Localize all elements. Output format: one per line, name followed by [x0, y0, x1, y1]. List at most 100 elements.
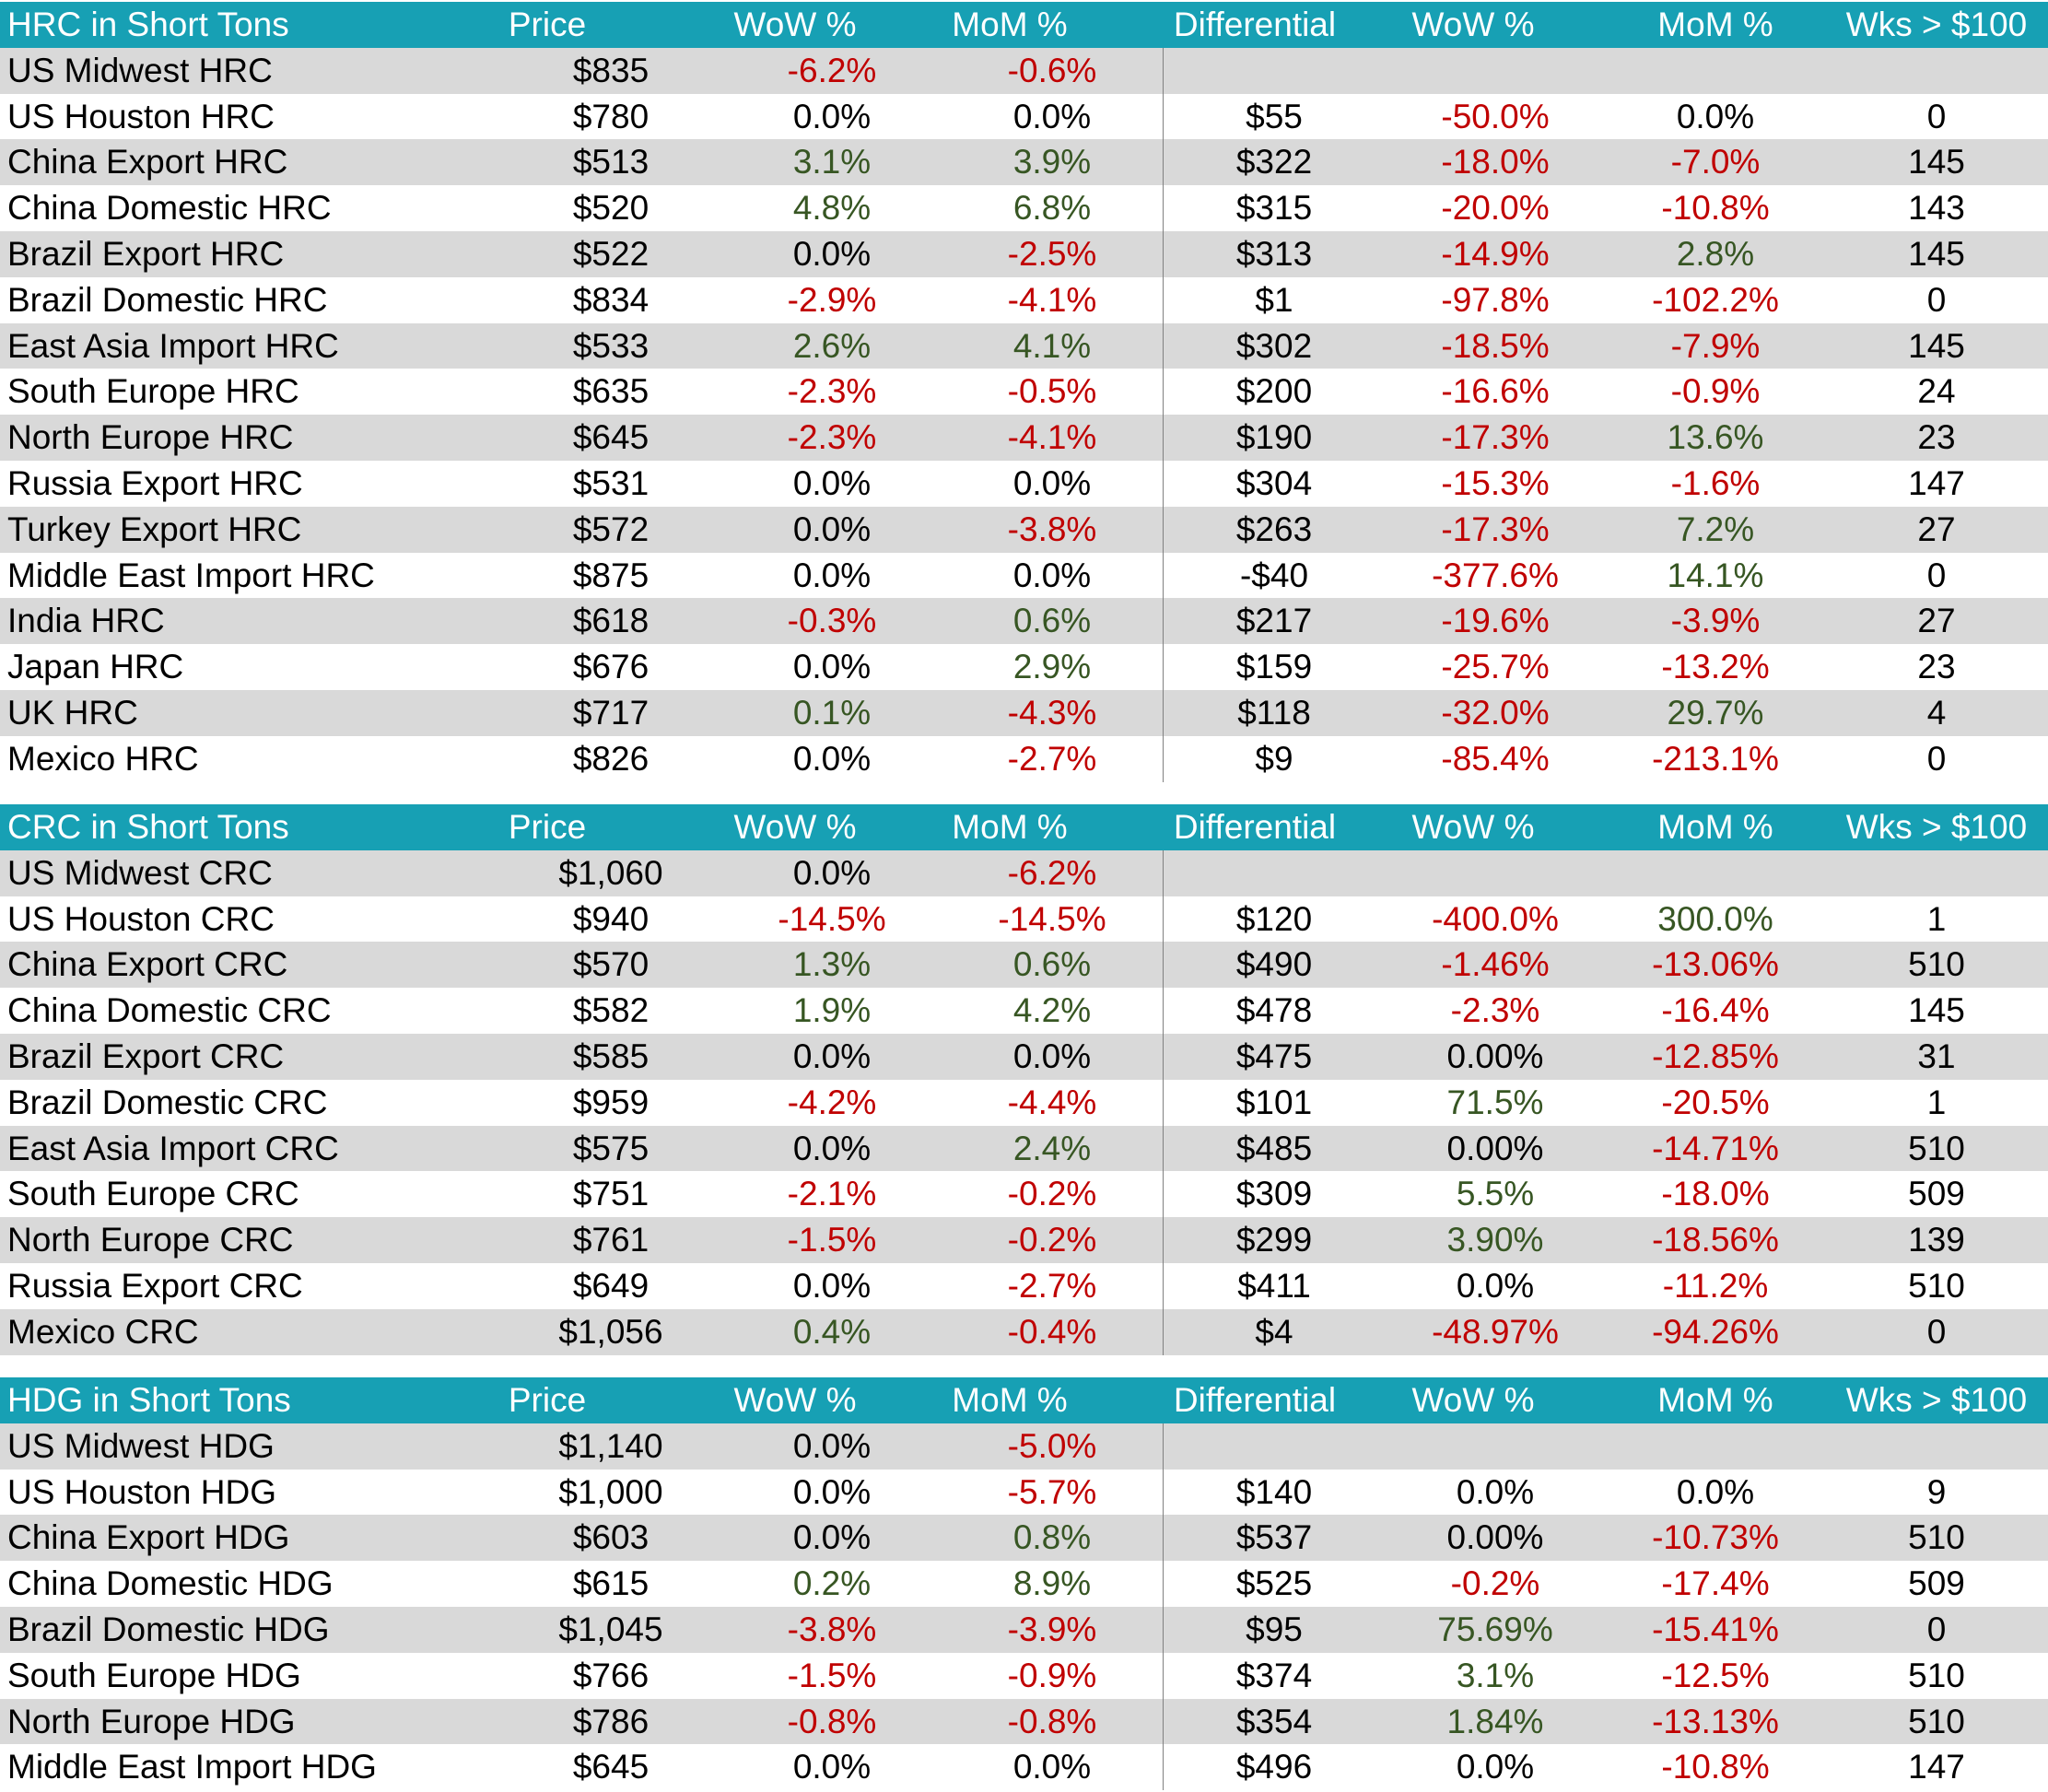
section-header-row: HRC in Short Tons Price WoW % MoM % Differen… — [0, 2, 2048, 48]
cell-differential — [1164, 850, 1385, 896]
cell-differential: $309 — [1235, 1175, 1313, 1213]
table-row: US Midwest CRC $1,060 0.0% -6.2% — [0, 849, 2048, 896]
cell-market-name: Brazil Domestic CRC — [7, 1083, 328, 1121]
cell-price: $635 — [572, 372, 650, 411]
cell-price: $835 — [572, 51, 650, 89]
cell-price-mom: 4.1% — [1012, 326, 1092, 365]
cell-differential: $485 — [1235, 1129, 1313, 1167]
header-differential: Differential — [1173, 808, 1337, 846]
cell-price: $766 — [572, 1656, 650, 1694]
cell-price-mom: -4.1% — [1007, 418, 1097, 457]
cell-weeks-over-100: 510 — [1908, 1266, 1965, 1305]
cell-price: $531 — [572, 463, 650, 502]
cell-price-mom: -0.2% — [1007, 1175, 1097, 1213]
cell-weeks-over-100: 0 — [1926, 556, 1947, 594]
cell-market-name: Mexico CRC — [7, 1312, 199, 1351]
cell-weeks-over-100 — [1826, 850, 2047, 896]
cell-diff-wow: -0.2% — [1450, 1564, 1540, 1603]
table-row: Turkey Export HRC $572 0.0% -3.8% $263 -17.3%… — [0, 506, 2048, 553]
cell-diff-mom — [1605, 850, 1826, 896]
table-row: Brazil Export CRC $585 0.0% 0.0% $475 0.00% -1… — [0, 1033, 2048, 1080]
cell-price-wow: 0.0% — [792, 739, 872, 778]
table-row: Japan HRC $676 0.0% 2.9% $159 -25.7% -13.2% 23 — [0, 644, 2048, 690]
cell-weeks-over-100: 510 — [1908, 1702, 1965, 1740]
cell-market-name: China Domestic HDG — [7, 1564, 334, 1603]
cell-price-mom: 8.9% — [1012, 1564, 1092, 1603]
cell-price-wow: 3.1% — [792, 143, 872, 182]
table-row: US Houston HRC $780 0.0% 0.0% $55 -50.0% 0.0% 0 — [0, 94, 2048, 140]
header-price-mom: MoM % — [952, 6, 1068, 43]
cell-market-name: US Midwest HDG — [7, 1426, 275, 1465]
header-weeks-over-100: Wks > $100 — [1845, 808, 2028, 846]
cell-diff-wow: -97.8% — [1441, 280, 1550, 319]
header-weeks-over-100: Wks > $100 — [1845, 6, 2028, 43]
header-market-name: HRC in Short Tons — [7, 6, 289, 43]
cell-price-wow: 0.0% — [792, 97, 872, 135]
cell-diff-wow: -50.0% — [1441, 97, 1550, 135]
cell-diff-mom: -15.41% — [1652, 1610, 1779, 1648]
cell-price: $533 — [572, 326, 650, 365]
cell-differential: $322 — [1235, 143, 1313, 182]
cell-weeks-over-100: 139 — [1908, 1221, 1965, 1259]
cell-differential: $101 — [1235, 1083, 1313, 1121]
table-row: North Europe HRC $645 -2.3% -4.1% $190 -17.3%… — [0, 415, 2048, 461]
cell-diff-wow: -17.3% — [1441, 509, 1550, 548]
table-row: Russia Export HRC $531 0.0% 0.0% $304 -15.3% -… — [0, 461, 2048, 507]
cell-diff-wow: -15.3% — [1441, 463, 1550, 502]
cell-price: $582 — [572, 991, 650, 1030]
header-weeks-over-100: Wks > $100 — [1845, 1381, 2028, 1419]
cell-price-wow: 0.0% — [792, 234, 872, 273]
cell-diff-mom: 7.2% — [1676, 509, 1755, 548]
cell-price: $1,045 — [558, 1610, 663, 1648]
cell-market-name: Russia Export HRC — [7, 463, 303, 502]
cell-differential: $475 — [1235, 1037, 1313, 1075]
cell-diff-mom: 29.7% — [1667, 693, 1764, 732]
cell-market-name: North Europe HDG — [7, 1702, 296, 1740]
cell-price: $959 — [572, 1083, 650, 1121]
cell-market-name: Russia Export CRC — [7, 1266, 303, 1305]
cell-price-mom: -0.6% — [1007, 51, 1097, 89]
cell-price-mom: 3.9% — [1012, 143, 1092, 182]
cell-price-wow: 0.0% — [792, 1748, 872, 1786]
cell-price-wow: -2.1% — [787, 1175, 877, 1213]
table-row: Russia Export CRC $649 0.0% -2.7% $411 0.0% -1… — [0, 1263, 2048, 1309]
cell-differential — [1164, 1423, 1385, 1470]
cell-differential: $4 — [1255, 1312, 1293, 1351]
cell-market-name: US Houston CRC — [7, 899, 275, 938]
header-diff-mom: MoM % — [1657, 1381, 1773, 1419]
cell-diff-wow: 0.00% — [1446, 1129, 1544, 1167]
cell-price: $615 — [572, 1564, 650, 1603]
table-row: US Houston HDG $1,000 0.0% -5.7% $140 0.0% 0.0… — [0, 1470, 2048, 1516]
table-row: East Asia Import HRC $533 2.6% 4.1% $302 -18.… — [0, 322, 2048, 369]
column-divider — [1163, 1423, 1164, 1791]
cell-diff-wow: -18.5% — [1441, 326, 1550, 365]
header-market-name: CRC in Short Tons — [7, 808, 289, 846]
cell-market-name: China Export CRC — [7, 945, 288, 984]
cell-diff-wow: -25.7% — [1441, 648, 1550, 686]
cell-differential: $315 — [1235, 189, 1313, 228]
table-row: North Europe CRC $761 -1.5% -0.2% $299 3.90% -… — [0, 1217, 2048, 1263]
cell-price: $570 — [572, 945, 650, 984]
cell-market-name: North Europe HRC — [7, 418, 294, 457]
table-row: US Midwest HRC $835 -6.2% -0.6% — [0, 47, 2048, 94]
cell-market-name: Brazil Domestic HRC — [7, 280, 328, 319]
cell-diff-wow: -19.6% — [1441, 602, 1550, 640]
cell-differential: $496 — [1235, 1748, 1313, 1786]
cell-price: $603 — [572, 1518, 650, 1557]
cell-price-wow: -4.2% — [787, 1083, 877, 1121]
cell-market-name: Middle East Import HRC — [7, 556, 375, 594]
table-row: US Houston CRC $940 -14.5% -14.5% $120 -400.0… — [0, 896, 2048, 943]
cell-market-name: Brazil Export CRC — [7, 1037, 285, 1075]
cell-market-name: South Europe CRC — [7, 1175, 299, 1213]
cell-price-wow: 1.3% — [792, 945, 872, 984]
cell-diff-mom: 13.6% — [1667, 418, 1764, 457]
header-price: Price — [508, 1381, 587, 1419]
cell-weeks-over-100: 143 — [1908, 189, 1965, 228]
cell-price-mom: -2.5% — [1007, 234, 1097, 273]
cell-differential: $9 — [1255, 739, 1293, 778]
cell-differential: -$40 — [1239, 556, 1309, 594]
header-price: Price — [508, 808, 587, 846]
cell-price: $1,140 — [558, 1426, 663, 1465]
table-row: Mexico HRC $826 0.0% -2.7% $9 -85.4% -213.1% 0 — [0, 736, 2048, 782]
table-row: North Europe HDG $786 -0.8% -0.8% $354 1.84% -… — [0, 1698, 2048, 1745]
